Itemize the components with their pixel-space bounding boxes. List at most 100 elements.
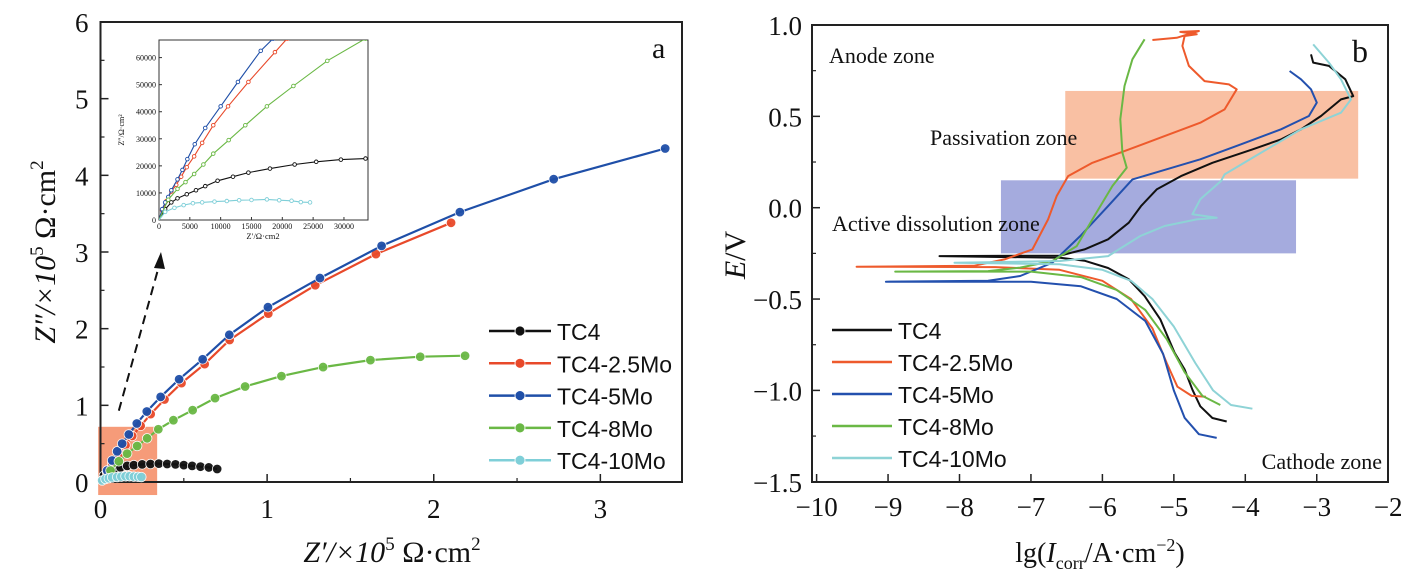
x-axis-label: Z′/×105 Ω·cm2 (303, 534, 480, 569)
x-tick-label: 1 (260, 494, 274, 524)
arrow-head-icon (153, 252, 165, 269)
inset-data-point (184, 192, 189, 197)
inset-data-point (215, 178, 220, 184)
x-tick-label: −6 (1088, 492, 1117, 522)
legend-label: TC4-2.5Mo (557, 351, 672, 377)
inset-y-tick-label: 0 (152, 216, 156, 225)
data-point (187, 404, 198, 416)
inset-data-point (325, 58, 330, 64)
legend-label: TC4-8Mo (557, 416, 653, 442)
passivation-zone-label: Passivation zone (930, 125, 1077, 150)
data-point (459, 350, 471, 361)
inset-data-point (235, 79, 241, 85)
inset-data-point (181, 202, 186, 208)
anode-zone-label: Anode zone (829, 43, 935, 68)
data-point (131, 418, 143, 429)
inset-y-tick-label: 60000 (136, 54, 156, 63)
y-tick-label: −0.5 (753, 285, 802, 315)
x-label-unit: Ω·cm (395, 536, 471, 569)
inset-data-point (212, 199, 217, 204)
data-point (141, 433, 153, 444)
data-point (211, 463, 223, 475)
data-point (153, 424, 164, 435)
data-point (548, 173, 559, 185)
inset-data-point (190, 200, 196, 206)
legend-label: TC4-2.5Mo (898, 350, 1013, 376)
legend-label: TC4-8Mo (898, 414, 994, 440)
legend-item: TC4 (489, 319, 601, 345)
legend-label: TC4-5Mo (898, 382, 994, 408)
active-dissolution-zone-label: Active dissolution zone (832, 211, 1040, 236)
inset-data-point (175, 196, 180, 201)
inset-series (159, 156, 368, 220)
y-tick-label: 2 (75, 315, 89, 345)
panel-label: a (652, 32, 665, 65)
inset-x-tick-label: 20000 (272, 222, 292, 231)
data-point (262, 302, 274, 313)
y-label-main: Z″/×10 (29, 256, 62, 344)
data-point (123, 429, 135, 440)
data-point (209, 392, 221, 404)
inset-data-point (180, 167, 185, 173)
data-point (168, 415, 179, 426)
inset-data-point (363, 156, 368, 161)
inset-data-point (230, 174, 236, 179)
legend-item: TC4-8Mo (489, 416, 653, 442)
y-axis-label: Z″/×105 Ω·cm2 (27, 160, 62, 343)
legend-label: TC4-10Mo (557, 448, 666, 474)
y-tick-label: −1.5 (753, 468, 802, 498)
legend-label: TC4 (898, 318, 942, 344)
y-tick-label: −1.0 (753, 376, 802, 406)
inset-data-point (172, 205, 177, 211)
x-label-unit: /A·cm (1085, 538, 1157, 569)
cathode-zone-label: Cathode zone (1262, 449, 1382, 474)
inset-data-point (271, 40, 275, 41)
series-line (99, 354, 466, 483)
legend-item: TC4-5Mo (832, 382, 994, 408)
x-label-exp: 5 (385, 534, 395, 555)
data-point (224, 329, 235, 341)
inset-plot: 0 5000 10000 15000 20000 25000 30000 0 10000 2000… (117, 39, 369, 241)
inset-data-point (202, 183, 208, 189)
inset-data-point (289, 198, 294, 204)
data-point (173, 374, 185, 385)
x-label-sub: corr (1056, 553, 1085, 573)
legend-item: TC4-10Mo (832, 446, 1007, 472)
x-tick-label: 0 (94, 494, 108, 524)
data-point (121, 448, 133, 459)
x-label-end: ) (1175, 538, 1184, 569)
x-axis-label: lg(Icorr/A·cm−2) (1015, 535, 1184, 573)
legend-item: TC4-2.5Mo (832, 350, 1013, 376)
series-tc4-8mo (99, 350, 471, 483)
x-tick-label: 2 (427, 494, 441, 524)
x-label-unit-exp: 2 (471, 534, 481, 555)
y-tick-label: 3 (75, 238, 89, 268)
inset-data-point (292, 162, 297, 167)
panel-b-polarization-plot: −10 −9 −8 −7 −6 −5 −4 −3 −2 1.0 0.5 0.0 −0.5 −1.0 −1.5… (719, 11, 1403, 573)
inset-data-point (169, 187, 174, 193)
inset-y-label: Z″/Ω·cm² (117, 114, 126, 146)
inset-data-point (193, 187, 199, 193)
data-point (239, 381, 251, 392)
inset-data-point (185, 156, 190, 162)
inset-data-point (285, 40, 290, 41)
x-tick-label: −10 (795, 492, 837, 522)
legend-label: TC4-10Mo (898, 446, 1007, 472)
inset-data-point (338, 157, 344, 162)
data-point (314, 272, 326, 284)
inset-data-point (202, 125, 208, 131)
inset-data-point (272, 49, 278, 55)
x-tick-label: −2 (1374, 492, 1403, 522)
inset-data-point (267, 166, 273, 171)
y-label-unit-exp: 2 (27, 160, 48, 170)
inset-data-point (199, 140, 205, 146)
y-tick-label: 0.0 (768, 194, 802, 224)
inset-y-tick-label: 10000 (136, 189, 156, 198)
legend-item: TC4-5Mo (489, 384, 653, 410)
inset-series (159, 40, 368, 220)
inset-x-tick-label: 30000 (334, 222, 354, 231)
x-label-exp: −2 (1156, 535, 1175, 555)
inset-data-point (246, 79, 251, 85)
